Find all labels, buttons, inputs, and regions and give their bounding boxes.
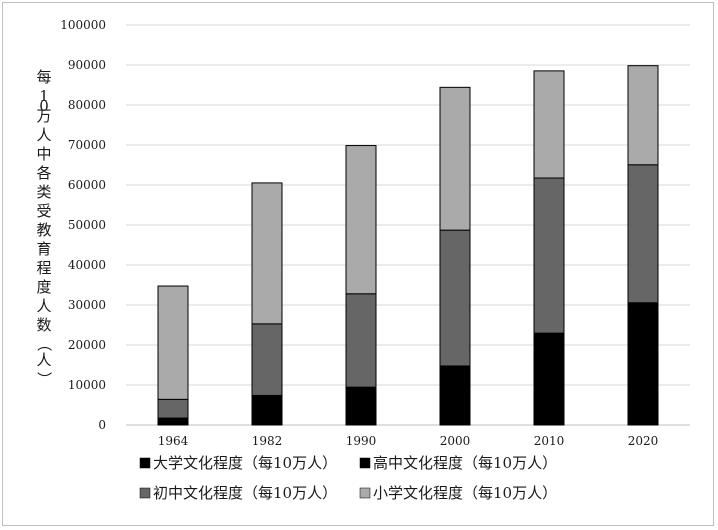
bar-segment bbox=[157, 285, 189, 400]
legend-swatch bbox=[139, 487, 151, 499]
y-axis-label-char: 每 bbox=[36, 68, 51, 86]
x-tick-label: 1964 bbox=[158, 434, 189, 448]
y-axis-label-char: 育 bbox=[36, 240, 51, 258]
gridlines bbox=[126, 24, 690, 426]
bar-stack bbox=[439, 86, 471, 426]
bar-segment bbox=[533, 177, 565, 334]
y-tick-label: 90000 bbox=[68, 58, 106, 72]
bar-segment bbox=[627, 164, 659, 304]
x-tick-label: 2010 bbox=[534, 434, 565, 448]
bar-segment bbox=[533, 70, 565, 179]
y-tick-label: 70000 bbox=[68, 138, 106, 152]
bar-stack bbox=[251, 182, 283, 426]
y-axis-label-char: 程 bbox=[36, 259, 51, 277]
bar-segment bbox=[439, 86, 471, 231]
y-axis-label-char: 教 bbox=[36, 221, 51, 239]
y-axis-label-char: 人 bbox=[36, 297, 51, 315]
y-tick-label: 10000 bbox=[68, 378, 106, 392]
bar-segment bbox=[251, 323, 283, 396]
y-tick-label: 20000 bbox=[68, 338, 106, 352]
y-tick-label: 80000 bbox=[68, 98, 106, 112]
bar-segment bbox=[439, 365, 471, 412]
bar-segment bbox=[345, 418, 377, 426]
bar-segment bbox=[533, 332, 565, 390]
legend-label: 初中文化程度（每10万人） bbox=[153, 484, 337, 502]
legend-label: 小学文化程度（每10万人） bbox=[373, 484, 557, 502]
bar-segment bbox=[439, 229, 471, 367]
x-tick-label: 1982 bbox=[252, 434, 283, 448]
legend-swatch bbox=[139, 457, 151, 469]
y-axis-label-char: 类 bbox=[36, 183, 51, 201]
y-tick-labels: 0 10000 20000 30000 40000 50000 60000 70000 8000… bbox=[60, 18, 106, 432]
bar-segment bbox=[345, 386, 377, 420]
bar-segment bbox=[627, 362, 659, 426]
y-axis-label-char: 受 bbox=[36, 202, 51, 220]
x-tick-label: 2000 bbox=[440, 434, 471, 448]
bar-segment bbox=[251, 182, 283, 325]
y-tick-label: 60000 bbox=[68, 178, 106, 192]
bar-stack bbox=[345, 145, 377, 426]
legend-item: 大学文化程度（每10万人） bbox=[139, 454, 337, 472]
legend-item: 初中文化程度（每10万人） bbox=[139, 484, 337, 502]
legend-swatch bbox=[359, 487, 371, 499]
legend-label: 高中文化程度（每10万人） bbox=[373, 454, 557, 472]
y-tick-label: 50000 bbox=[68, 218, 106, 232]
legend: 大学文化程度（每10万人） 高中文化程度（每10万人） 初中文化程度（每10万人） 小… bbox=[139, 454, 557, 502]
x-tick-label: 1990 bbox=[346, 434, 377, 448]
y-axis-label-char: ） bbox=[35, 371, 53, 386]
y-axis-label-char: 中 bbox=[36, 145, 51, 163]
y-axis-label-char: 1 bbox=[39, 87, 49, 105]
bar-segment bbox=[345, 145, 377, 295]
y-axis-label-char: 数 bbox=[36, 316, 51, 334]
bar-segment bbox=[627, 65, 659, 166]
legend-item: 高中文化程度（每10万人） bbox=[359, 454, 557, 472]
bar-segment bbox=[345, 293, 377, 388]
y-axis-label-char: （ bbox=[35, 336, 53, 351]
y-axis-label-char: 各 bbox=[36, 164, 51, 182]
bar-stack bbox=[533, 70, 565, 426]
bars bbox=[157, 65, 659, 426]
y-axis-label-char: 度 bbox=[36, 278, 51, 296]
x-tick-label: 2020 bbox=[628, 434, 659, 448]
y-axis-label-char: 0 bbox=[39, 97, 49, 115]
y-tick-label: 40000 bbox=[68, 258, 106, 272]
bar-segment bbox=[251, 394, 283, 424]
bar-segment bbox=[157, 417, 189, 424]
x-tick-labels: 1964 1982 1990 2000 2010 2020 bbox=[158, 434, 659, 448]
legend-label: 大学文化程度（每10万人） bbox=[153, 454, 337, 472]
bar-segment bbox=[627, 302, 659, 364]
y-axis-label-char: 人 bbox=[36, 351, 51, 369]
bar-stack bbox=[627, 65, 659, 426]
bar-stack bbox=[157, 285, 189, 426]
legend-item: 小学文化程度（每10万人） bbox=[359, 484, 557, 502]
bar-segment bbox=[533, 388, 565, 426]
y-tick-label: 30000 bbox=[68, 298, 106, 312]
y-tick-label: 100000 bbox=[60, 18, 106, 32]
bar-segment bbox=[157, 398, 189, 419]
y-tick-label: 0 bbox=[98, 418, 106, 432]
y-axis-label-char: 万 bbox=[36, 107, 51, 125]
legend-swatch bbox=[359, 457, 371, 469]
y-axis-label-char: 人 bbox=[36, 126, 51, 144]
bar-segment bbox=[439, 410, 471, 426]
